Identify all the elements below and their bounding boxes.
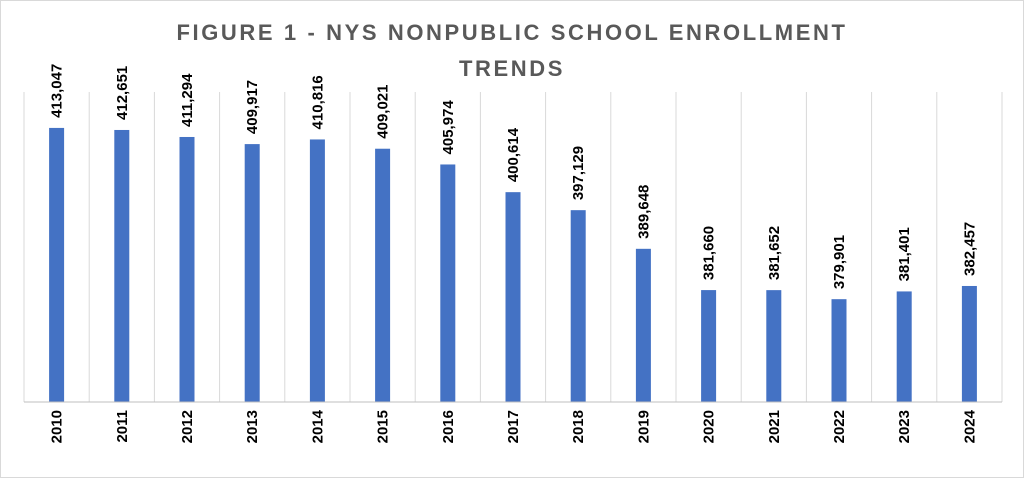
data-labels: 413,047 412,651 411,294 409,917 410,816 409,0… — [49, 64, 979, 289]
x-tick-label: 2010 — [49, 410, 66, 443]
x-tick-label: 2024 — [961, 409, 978, 443]
bar-2017 — [505, 192, 521, 402]
x-axis-tick-labels: 2010 2011 2012 2013 2014 2015 2016 2017 2018 2019… — [49, 409, 979, 443]
x-tick-label: 2011 — [114, 410, 131, 443]
bar-2014 — [309, 139, 325, 402]
x-tick-label: 2016 — [440, 410, 457, 443]
bar-series — [49, 127, 977, 403]
data-label: 409,917 — [244, 80, 261, 134]
bar-2013 — [244, 144, 260, 402]
x-tick-label: 2015 — [375, 410, 392, 443]
bar-2015 — [375, 148, 391, 402]
bar-2018 — [570, 210, 586, 402]
chart-title-line-2: TRENDS — [459, 56, 565, 81]
bar-2022 — [831, 299, 847, 402]
x-tick-label: 2019 — [635, 410, 652, 443]
x-tick-label: 2020 — [701, 410, 718, 443]
x-tick-label: 2017 — [505, 410, 522, 443]
x-tick-label: 2022 — [831, 410, 848, 443]
bar-2011 — [114, 129, 130, 402]
bar-2021 — [766, 290, 782, 402]
data-label: 381,401 — [896, 227, 913, 281]
data-label: 410,816 — [309, 75, 326, 129]
x-tick-label: 2013 — [244, 410, 261, 443]
data-label: 409,021 — [375, 84, 392, 138]
x-tick-label: 2018 — [570, 410, 587, 443]
x-tick-label: 2023 — [896, 410, 913, 443]
chart-title: FIGURE 1 - NYS NONPUBLIC SCHOOL ENROLLME… — [176, 20, 847, 81]
data-label: 397,129 — [570, 146, 587, 200]
data-label: 381,660 — [701, 226, 718, 280]
data-label: 412,651 — [114, 66, 131, 120]
data-label: 413,047 — [49, 64, 66, 118]
bar-2012 — [179, 136, 195, 402]
x-tick-label: 2021 — [766, 410, 783, 443]
data-label: 389,648 — [635, 185, 652, 239]
bar-2023 — [896, 291, 912, 402]
data-label: 411,294 — [179, 73, 196, 127]
data-label: 382,457 — [961, 222, 978, 276]
bar-2020 — [701, 290, 717, 402]
data-label: 400,614 — [505, 127, 522, 182]
data-label: 379,901 — [831, 235, 848, 289]
bar-2016 — [440, 164, 456, 402]
x-tick-label: 2012 — [179, 410, 196, 443]
chart-title-line-1: FIGURE 1 - NYS NONPUBLIC SCHOOL ENROLLME… — [176, 20, 847, 45]
bar-2010 — [49, 127, 65, 403]
data-label: 381,652 — [766, 226, 783, 280]
data-label: 405,974 — [440, 100, 457, 155]
bar-2024 — [961, 285, 977, 402]
category-gridlines — [23, 92, 1003, 402]
x-tick-label: 2014 — [309, 409, 326, 443]
bar-2019 — [635, 248, 651, 402]
